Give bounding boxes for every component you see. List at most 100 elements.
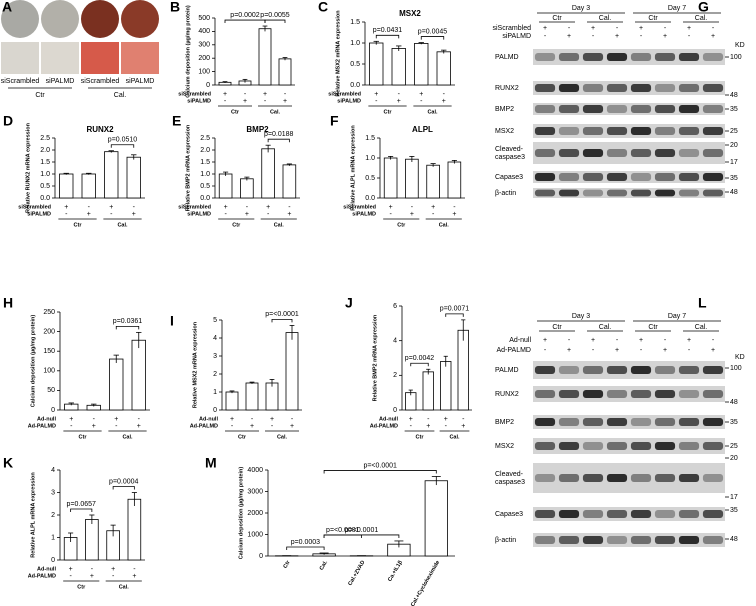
group-label: Cal. — [449, 434, 460, 440]
bar — [282, 164, 297, 199]
kd-marker: 17 — [730, 494, 738, 501]
group-label: Cal. — [599, 324, 612, 331]
y-tick-label: 1.0 — [200, 171, 210, 178]
condition-name: siPALMD — [27, 211, 51, 217]
treatment-sign: + — [711, 33, 715, 40]
blot-band — [702, 510, 724, 518]
blot-band — [558, 84, 580, 92]
significance-bracket — [323, 470, 437, 474]
blot-band — [702, 105, 724, 113]
condition-sign: + — [137, 423, 141, 430]
blot-band — [654, 510, 676, 518]
well-image — [81, 0, 119, 38]
chart-title: MSX2 — [399, 9, 421, 18]
micro-image — [1, 42, 39, 74]
blot-band — [534, 127, 556, 135]
bar — [440, 361, 452, 411]
y-tick-label: 0.5 — [365, 175, 375, 182]
blot-band — [558, 510, 580, 518]
condition-name: Ad-PALMD — [28, 573, 56, 579]
condition-sign: + — [224, 204, 228, 211]
kd-marker: 48 — [730, 536, 738, 543]
y-tick-label: 6 — [393, 303, 397, 310]
p-value: p=0.0361 — [113, 318, 142, 325]
y-tick-label: 0 — [393, 407, 397, 414]
y-tick-label: 5 — [213, 317, 217, 324]
y-axis-label: Relative ALPL mRNA expression — [30, 472, 36, 558]
bar — [127, 498, 142, 561]
chart-title: ALPL — [412, 125, 433, 134]
treatment-sign: + — [567, 347, 571, 354]
blot-band — [654, 442, 676, 450]
blot-band — [630, 84, 652, 92]
condition-sign: - — [246, 204, 249, 211]
condition-sign: - — [427, 416, 430, 423]
blot-band — [606, 366, 628, 374]
condition-sign: - — [445, 423, 448, 430]
condition-sign: - — [291, 416, 294, 423]
blot-band — [678, 510, 700, 518]
protein-label: MSX2 — [495, 128, 514, 135]
group-label: Ctr — [74, 222, 83, 228]
treatment-sign: + — [687, 337, 691, 344]
blot-band — [630, 536, 652, 544]
condition-sign: - — [91, 566, 94, 573]
significance-bracket — [264, 19, 286, 24]
image-caption: siPALMD — [126, 78, 155, 85]
significance-bracket — [410, 362, 429, 367]
blot-band — [702, 173, 724, 181]
blot-band — [630, 173, 652, 181]
condition-sign: + — [290, 423, 294, 430]
treatment-sign: + — [687, 25, 691, 32]
bar — [59, 173, 74, 199]
blot-band — [582, 149, 604, 157]
bar — [447, 161, 462, 199]
blot-band — [678, 189, 700, 197]
kd-marker: 35 — [730, 106, 738, 113]
condition-sign: + — [374, 91, 378, 98]
condition-sign: - — [251, 416, 254, 423]
y-axis-label: Relative BMP2 mRNA expression — [185, 124, 191, 211]
kd-marker: 35 — [730, 419, 738, 426]
condition-sign: - — [224, 211, 227, 218]
condition-name: Ad-PALMD — [28, 423, 56, 429]
blot-band — [606, 105, 628, 113]
panel-letter: E — [172, 113, 181, 129]
y-tick-label: 3000 — [247, 488, 263, 495]
condition-sign: - — [70, 423, 73, 430]
condition-name: siPALMD — [187, 98, 211, 104]
treatment-sign: + — [639, 337, 643, 344]
blot-strip — [533, 361, 725, 379]
y-tick-label: 0 — [213, 407, 217, 414]
condition-sign: + — [431, 204, 435, 211]
group-label: Ctr — [648, 324, 658, 331]
bar — [126, 156, 141, 199]
panel-a-images — [1, 0, 159, 74]
well-image — [1, 0, 39, 38]
kd-label: KD — [735, 42, 745, 49]
kd-marker: 17 — [730, 159, 738, 166]
condition-name: siScrambled — [328, 91, 361, 97]
blot-band — [654, 53, 676, 61]
condition-sign: - — [432, 211, 435, 218]
y-tick-label: 2.0 — [200, 147, 210, 154]
bar — [436, 51, 451, 86]
group-label: Cal. — [277, 434, 288, 440]
condition-name: siScrambled — [178, 91, 211, 97]
treatment-sign: - — [712, 25, 715, 32]
treatment-sign: + — [615, 347, 619, 354]
blot-band — [630, 390, 652, 398]
y-tick-label: 0 — [259, 553, 263, 560]
bar — [131, 339, 146, 411]
treatment-name: Ad-PALMD — [497, 347, 532, 354]
protein-label: β-actin — [495, 190, 516, 197]
bar — [383, 157, 398, 199]
blot-band — [582, 390, 604, 398]
blot-band — [606, 189, 628, 197]
blot-band — [558, 536, 580, 544]
y-tick-label: 2 — [393, 372, 397, 379]
significance-bracket — [375, 34, 400, 39]
significance-bracket — [445, 313, 464, 317]
p-value: p=0.0042 — [405, 355, 434, 362]
